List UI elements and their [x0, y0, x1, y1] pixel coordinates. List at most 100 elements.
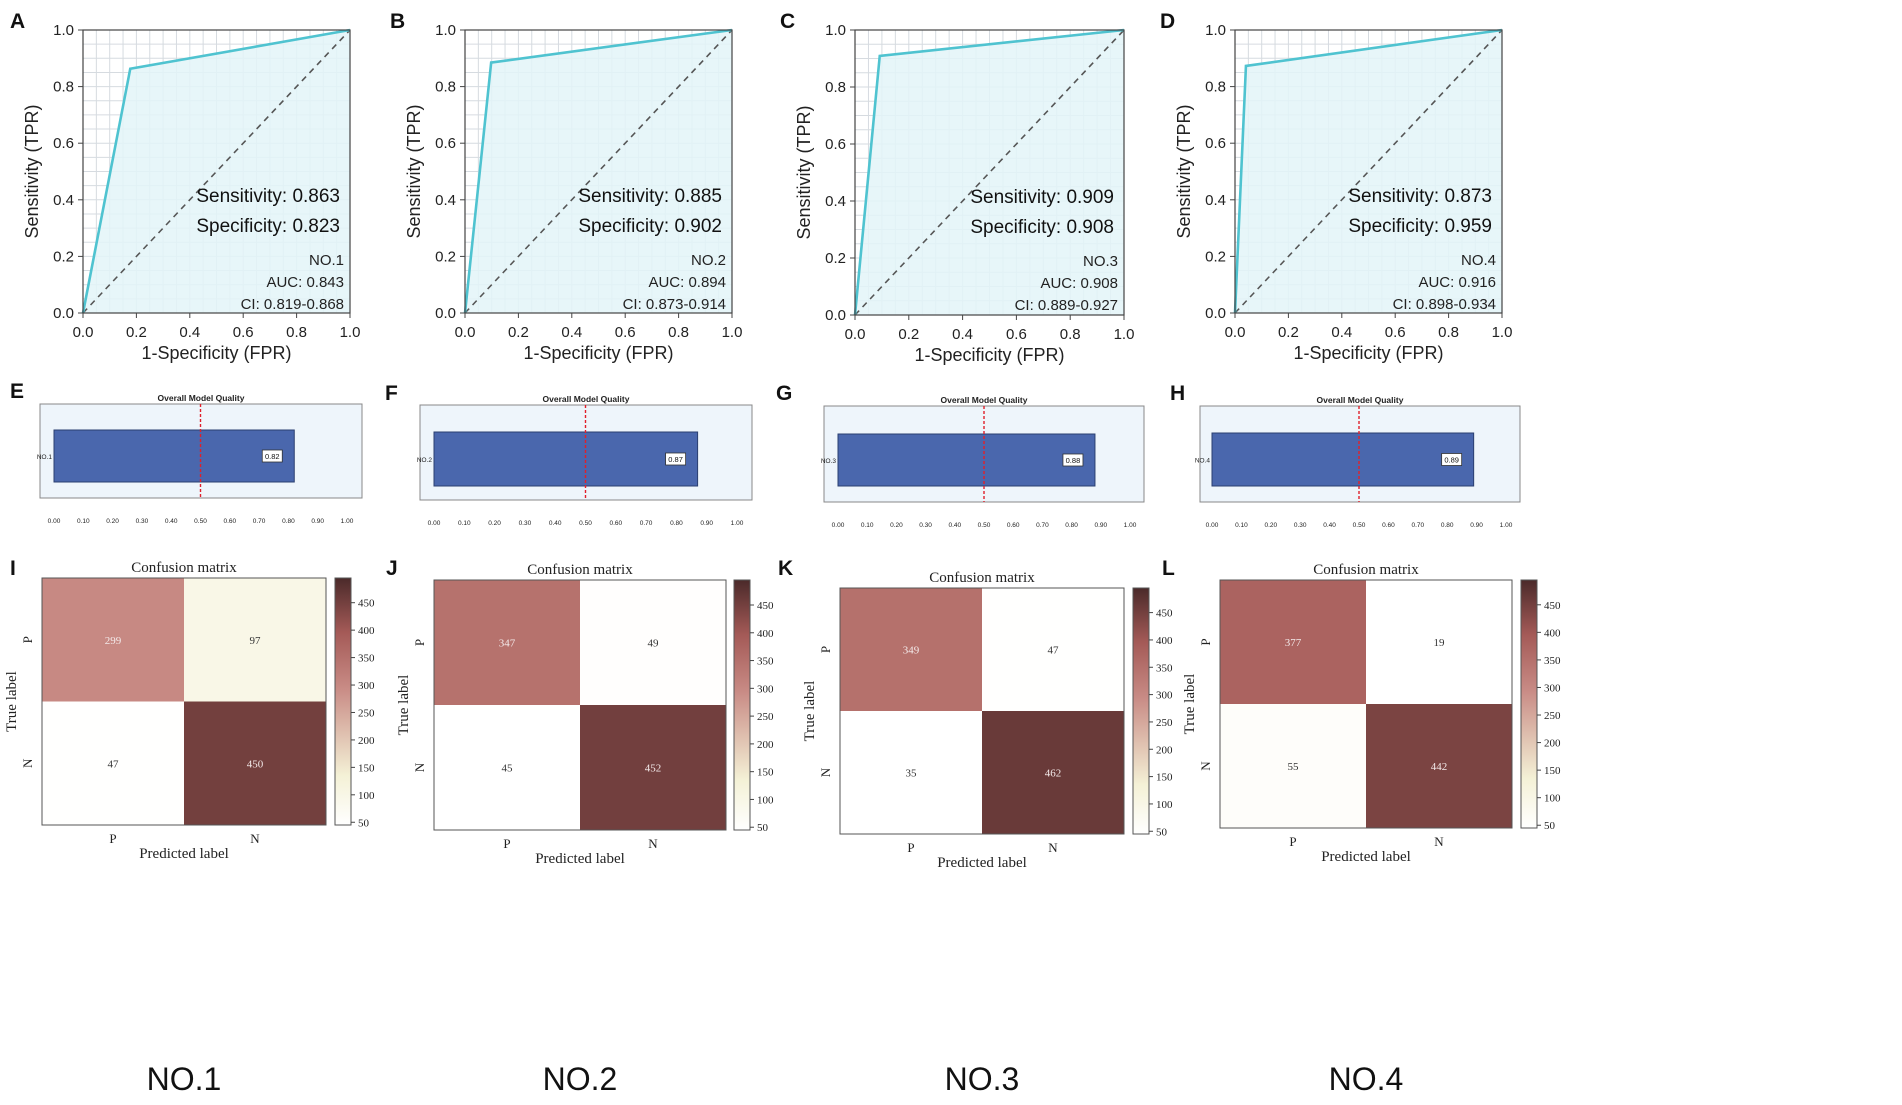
- colorbar-tick-label: 450: [358, 598, 375, 610]
- y-tick-label: 1.0: [825, 22, 846, 39]
- x-tick-label: 0.0: [1225, 324, 1246, 341]
- x-tick-label: 0.2: [898, 326, 919, 343]
- x-tick-label: 0.60: [609, 520, 622, 527]
- chart-title: Confusion matrix: [527, 562, 633, 578]
- x-tick-label: 0.90: [700, 520, 713, 527]
- x-tick-label: 0.2: [126, 324, 147, 341]
- y-tick-label: 0.4: [1205, 192, 1226, 209]
- y-tick-label: 1.0: [53, 22, 74, 39]
- x-tick-label: 0.8: [668, 324, 689, 341]
- y-tick-label: 0.6: [53, 135, 74, 152]
- x-tick-label: 0.70: [1036, 522, 1049, 529]
- x-tick-label: 0.4: [561, 324, 582, 341]
- x-axis-label: Predicted label: [1321, 849, 1411, 865]
- y-tick-label: 0.2: [1205, 248, 1226, 265]
- roc-curve: [1233, 28, 1503, 314]
- panel-letter: I: [10, 557, 16, 580]
- x-axis-label: 1-Specificity (FPR): [523, 343, 673, 363]
- x-tick-label: 0.40: [549, 520, 562, 527]
- y-tick-label: 0.0: [53, 305, 74, 322]
- x-tick-label: 0.8: [286, 324, 307, 341]
- colorbar-tick-label: 450: [757, 600, 774, 612]
- colorbar-tick-label: 150: [1544, 765, 1561, 777]
- matrix-cell: [1220, 580, 1366, 704]
- specificity-annotation: Specificity: 0.908: [970, 217, 1114, 238]
- matrix-frame: [1219, 579, 1513, 829]
- matrix-cell: [840, 711, 982, 834]
- sensitivity-annotation: Sensitivity: 0.863: [196, 186, 340, 207]
- y-tick-label: 0.8: [53, 79, 74, 96]
- x-tick-label: 0.6: [615, 324, 636, 341]
- x-tick-label: 1.00: [1500, 522, 1513, 529]
- y-axis-label: Sensitivity (TPR): [1174, 104, 1194, 238]
- x-tick-label: 0.40: [948, 522, 961, 529]
- x-tick-label: 0.80: [1441, 522, 1454, 529]
- colorbar-tick-label: 50: [757, 822, 769, 834]
- x-tick-label: 0.8: [1060, 326, 1081, 343]
- auc-annotation: AUC: 0.908: [1040, 275, 1118, 292]
- roc-curve: [463, 28, 733, 314]
- x-tick-label: 0.20: [1264, 522, 1277, 529]
- colorbar-tick-label: 50: [1544, 820, 1556, 832]
- matrix-cell: [1366, 704, 1512, 828]
- specificity-annotation: Specificity: 0.959: [1348, 216, 1492, 237]
- chance-diagonal: [464, 29, 733, 314]
- matrix-frame: [433, 579, 727, 831]
- x-tick-label: 0.00: [48, 518, 61, 525]
- colorbar-tick-label: 100: [358, 790, 375, 802]
- panel-letter: L: [1162, 557, 1175, 580]
- true-tick-label: N: [1198, 761, 1213, 771]
- x-tick-label: 0.6: [1006, 326, 1027, 343]
- chart-title: Overall Model Quality: [158, 393, 245, 403]
- sensitivity-annotation: Sensitivity: 0.873: [1348, 186, 1492, 207]
- y-tick-label: 0.2: [825, 250, 846, 267]
- value-label-box: [1062, 453, 1084, 467]
- colorbar-tick-label: 300: [1544, 682, 1561, 694]
- colorbar-tick-label: 350: [1156, 662, 1173, 674]
- x-tick-label: 0.20: [488, 520, 501, 527]
- true-tick-label: P: [1198, 638, 1213, 645]
- x-tick-label: 0.70: [640, 520, 653, 527]
- colorbar-tick-label: 300: [1156, 690, 1173, 702]
- matrix-cell: [434, 705, 580, 830]
- x-tick-label: 0.00: [832, 522, 845, 529]
- colorbar-tick-label: 100: [757, 794, 774, 806]
- predicted-tick-label: N: [1048, 840, 1058, 855]
- x-tick-label: 0.00: [1206, 522, 1219, 529]
- cell-value: 347: [499, 638, 516, 650]
- predicted-tick-label: P: [1289, 834, 1296, 849]
- matrix-cell: [982, 588, 1124, 711]
- panel-letter: G: [776, 382, 792, 405]
- specificity-annotation: Specificity: 0.902: [578, 216, 722, 237]
- ci-annotation: CI: 0.898-0.934: [1393, 296, 1496, 313]
- y-axis-label: True label: [1182, 674, 1198, 735]
- x-tick-label: 0.30: [136, 518, 149, 525]
- sensitivity-annotation: Sensitivity: 0.885: [578, 186, 722, 207]
- value-label-box: [1441, 453, 1463, 466]
- y-axis-label: Sensitivity (TPR): [794, 105, 814, 239]
- x-tick-label: 0.50: [579, 520, 592, 527]
- x-tick-label: 0.90: [1470, 522, 1483, 529]
- roc-panel-c: C 0.0 0.0 0.2 0.2 0.4 0.4 0.6 0.6 0.8 0.8 1.0 1.0 1-S…: [780, 10, 1134, 365]
- colorbar-tick-label: 350: [358, 653, 375, 665]
- panel-letter: E: [10, 380, 24, 403]
- y-tick-label: 0.8: [825, 79, 846, 96]
- ci-annotation: CI: 0.819-0.868: [241, 296, 344, 313]
- x-tick-label: 0.80: [670, 520, 683, 527]
- x-tick-label: 0.50: [194, 518, 207, 525]
- auc-annotation: AUC: 0.843: [266, 274, 344, 291]
- colorbar-tick-label: 350: [757, 656, 774, 668]
- ci-annotation: CI: 0.873-0.914: [623, 296, 726, 313]
- y-axis-label: Sensitivity (TPR): [404, 104, 424, 238]
- confusion-panel-j: J Confusion matrix 347 49 45 452 P N P N Predicted…: [386, 557, 774, 1097]
- colorbar-tick-label: 400: [757, 628, 774, 640]
- quality-panel-f: F Overall Model Quality NO.2 0.87 0.00 0.10 0.…: [385, 382, 753, 527]
- y-tick-label: 0.6: [435, 135, 456, 152]
- model-caption: NO.2: [543, 1061, 618, 1097]
- ci-annotation: CI: 0.889-0.927: [1015, 297, 1118, 314]
- chart-title: Overall Model Quality: [1317, 395, 1404, 405]
- true-tick-label: P: [818, 646, 833, 653]
- colorbar-tick-label: 250: [1156, 717, 1173, 729]
- model-name-annotation: NO.1: [309, 252, 344, 269]
